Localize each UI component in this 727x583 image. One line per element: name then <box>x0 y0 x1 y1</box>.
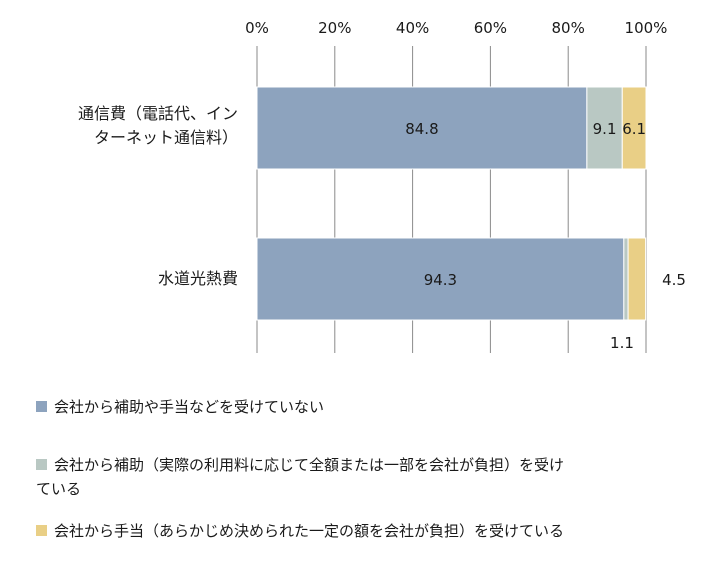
data-label: 84.8 <box>405 120 438 138</box>
x-tick-label: 20% <box>318 19 351 37</box>
data-label: 1.1 <box>610 334 634 352</box>
legend-label: 会社から手当（あらかじめ決められた一定の額を会社が負担）を受けている <box>54 522 564 540</box>
bar-segment <box>256 86 588 170</box>
data-label: 94.3 <box>424 271 457 289</box>
bar-segment <box>627 237 647 321</box>
bar-segment <box>256 237 625 321</box>
legend-swatch <box>36 459 47 470</box>
x-tick-label: 80% <box>552 19 585 37</box>
data-label: 4.5 <box>662 271 686 289</box>
bar-segment <box>621 86 647 170</box>
x-tick-label: 60% <box>474 19 507 37</box>
legend-label: 会社から補助（実際の利用料に応じて全額または一部を会社が負担）を受けている <box>36 456 564 498</box>
legend-label: 会社から補助や手当などを受けていない <box>54 398 324 416</box>
bars <box>256 86 647 321</box>
data-label: 9.1 <box>593 120 617 138</box>
x-tick-label: 0% <box>245 19 269 37</box>
x-tick-label: 100% <box>625 19 668 37</box>
legend-swatch <box>36 525 47 536</box>
tick-labels: 0% 20% 40% 60% 80% 100% <box>245 19 667 37</box>
legend-swatch <box>36 401 47 412</box>
data-labels: 84.8 9.1 6.1 94.3 1.1 4.5 <box>405 120 686 352</box>
category-labels: 通信費（電話代、インターネット通信料） 水道光熱費 <box>78 104 238 288</box>
category-label: 水道光熱費 <box>158 269 238 288</box>
bar-segment <box>623 237 629 321</box>
data-label: 6.1 <box>622 120 646 138</box>
legend: 会社から補助や手当などを受けていない会社から補助（実際の利用料に応じて全額または… <box>36 398 564 540</box>
category-label: 通信費（電話代、インターネット通信料） <box>78 104 238 147</box>
x-tick-label: 40% <box>396 19 429 37</box>
